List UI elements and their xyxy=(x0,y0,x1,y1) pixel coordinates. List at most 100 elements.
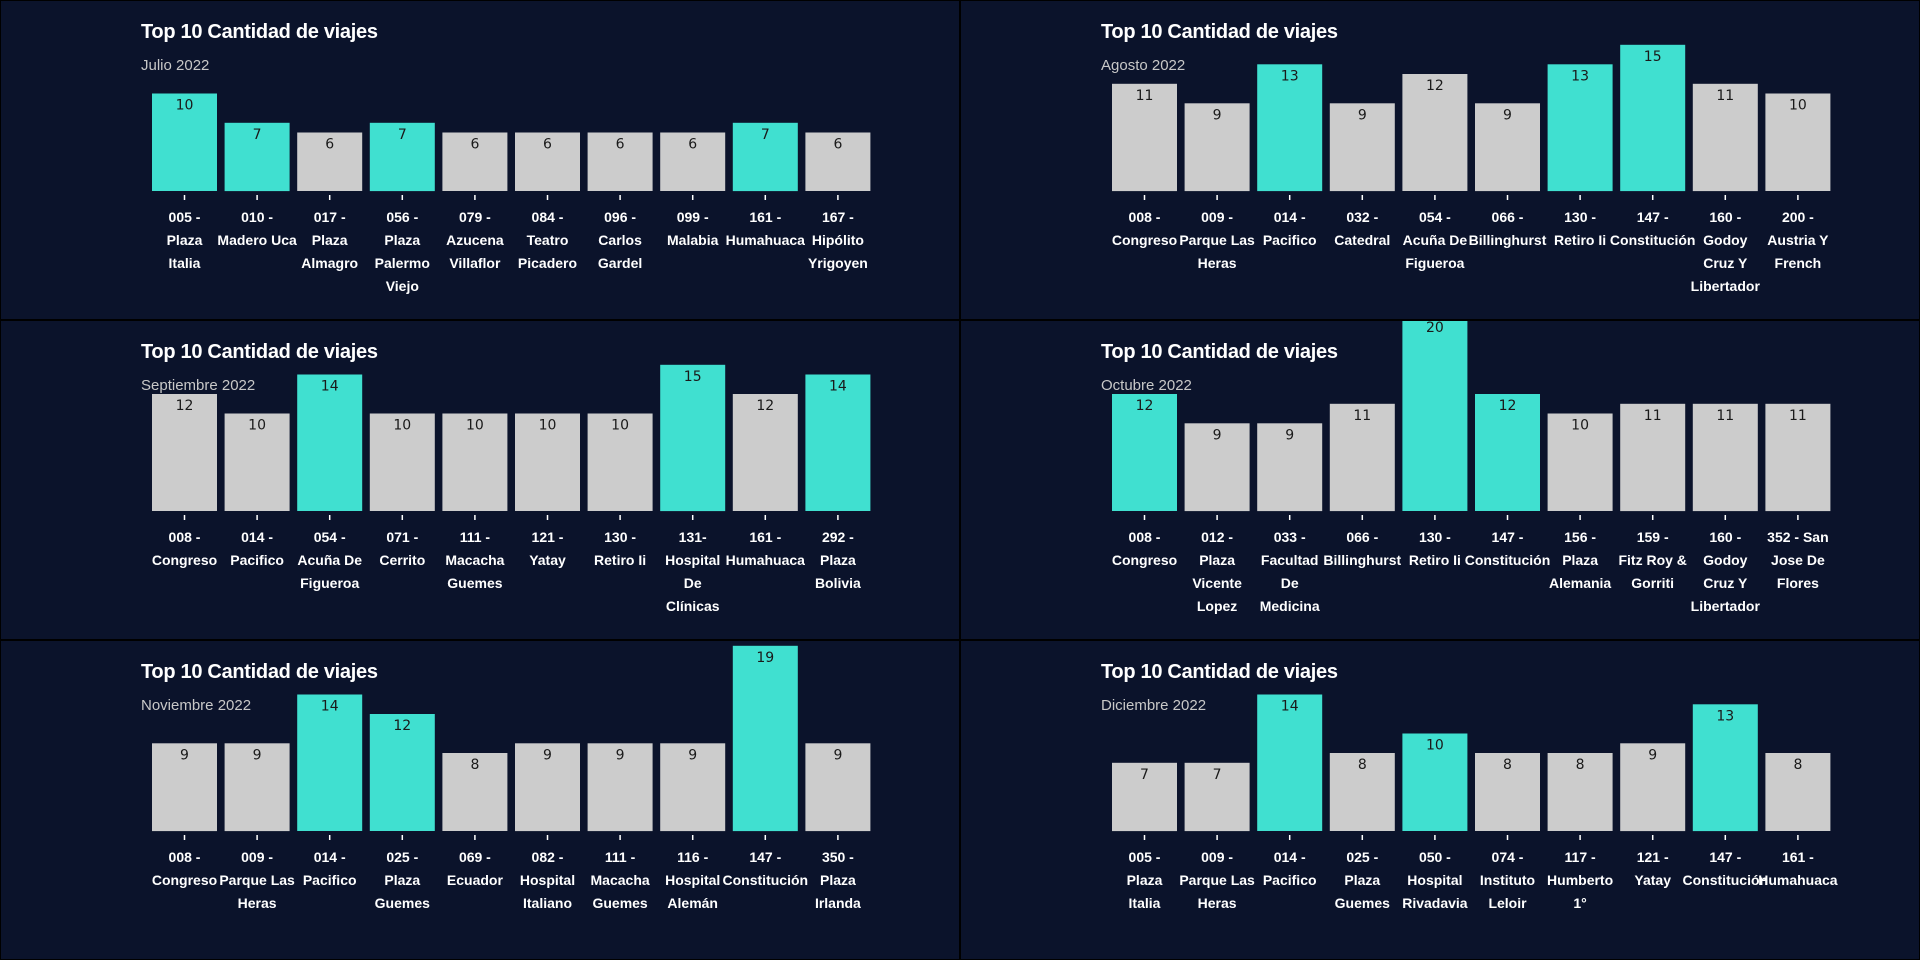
data-label: 8 xyxy=(1793,757,1802,773)
x-tick-label: 025 -Plaza Guemes xyxy=(375,849,430,911)
x-tick-label: 014 -Pacifico xyxy=(303,849,357,888)
chart-panel: Top 10 Cantidad de viajes Octubre 2022 12 0… xyxy=(960,320,1920,640)
bar xyxy=(515,743,580,832)
data-label: 6 xyxy=(543,137,552,153)
bar xyxy=(660,132,726,191)
data-label: 6 xyxy=(616,137,625,153)
x-tick-label: 079 -Azucena Villaflor xyxy=(446,209,504,271)
data-label: 12 xyxy=(176,398,194,414)
bar xyxy=(1475,753,1540,831)
data-label: 7 xyxy=(761,127,770,143)
bar xyxy=(587,132,653,191)
bar xyxy=(1329,753,1395,831)
data-label: 8 xyxy=(470,757,479,773)
x-tick-label: 025 -Plaza Guemes xyxy=(1335,849,1390,911)
x-tick-label: 167 -Hipólito Yrigoyen xyxy=(808,209,868,271)
x-tick-label: 009 -Parque Las Heras xyxy=(1179,849,1255,911)
data-label: 13 xyxy=(1716,708,1734,724)
chart-subtitle: Octubre 2022 xyxy=(1101,377,1192,394)
data-label: 9 xyxy=(180,747,189,763)
data-label: 6 xyxy=(470,137,479,153)
x-tick-label: 071 -Cerrito xyxy=(379,529,425,568)
bar xyxy=(732,122,798,192)
data-label: 9 xyxy=(1358,107,1367,123)
x-tick-label: 160 -Godoy Cruz Y Libertador xyxy=(1691,209,1761,294)
bar xyxy=(1402,321,1468,511)
x-tick-label: 069 -Ecuador xyxy=(447,849,504,888)
x-tick-label: 017 -Plaza Almagro xyxy=(301,209,358,271)
data-label: 10 xyxy=(248,418,266,434)
bar xyxy=(805,743,871,832)
data-label: 10 xyxy=(393,418,411,434)
bar xyxy=(1765,93,1831,191)
data-label: 8 xyxy=(1358,757,1367,773)
bar xyxy=(587,413,653,511)
bar xyxy=(297,694,363,831)
x-tick-label: 121 -Yatay xyxy=(529,529,566,568)
data-label: 6 xyxy=(833,137,842,153)
bar xyxy=(442,132,508,191)
x-tick-label: 056 -Plaza Palermo Viejo xyxy=(375,209,430,294)
data-label: 10 xyxy=(611,418,629,434)
bar xyxy=(152,93,217,191)
chart-title: Top 10 Cantidad de viajes xyxy=(141,21,378,43)
data-label: 15 xyxy=(684,369,702,385)
data-label: 15 xyxy=(1644,49,1662,65)
data-label: 7 xyxy=(398,127,407,143)
data-label: 12 xyxy=(1499,398,1517,414)
chart-panel: Top 10 Cantidad de viajes Noviembre 2022 9… xyxy=(0,640,960,960)
data-label: 10 xyxy=(1789,98,1807,114)
bar xyxy=(297,374,363,511)
data-label: 11 xyxy=(1789,408,1807,424)
data-label: 14 xyxy=(321,699,339,715)
chart-panel: Top 10 Cantidad de viajes Septiembre 2022… xyxy=(0,320,960,640)
x-tick-label: 117 -Humberto 1° xyxy=(1547,849,1613,911)
x-tick-label: 147 -Constitución xyxy=(723,849,809,888)
chart-subtitle: Julio 2022 xyxy=(141,57,210,74)
bar xyxy=(224,743,290,832)
data-label: 11 xyxy=(1644,408,1662,424)
bar xyxy=(1547,753,1613,831)
chart-subtitle: Noviembre 2022 xyxy=(141,697,252,714)
bar xyxy=(1329,403,1395,512)
data-label: 13 xyxy=(1571,68,1589,84)
x-tick-label: 200 -Austria Y French xyxy=(1767,209,1829,271)
data-label: 11 xyxy=(1136,88,1154,104)
x-tick-label: 032 -Catedral xyxy=(1334,209,1390,248)
x-tick-label: 082 -Hospital Italiano xyxy=(520,849,575,911)
bar xyxy=(1257,423,1323,512)
data-label: 9 xyxy=(1213,427,1222,443)
data-label: 14 xyxy=(1281,699,1299,715)
bar xyxy=(1620,743,1686,832)
x-tick-label: 008 -Congreso xyxy=(152,849,217,888)
bar xyxy=(1475,394,1540,511)
chart-panel: Top 10 Cantidad de viajes Diciembre 2022 7… xyxy=(960,640,1920,960)
bar xyxy=(1547,413,1613,511)
chart-subtitle: Agosto 2022 xyxy=(1101,57,1186,74)
data-label: 6 xyxy=(688,137,697,153)
x-tick-label: 009 -Parque Las Heras xyxy=(1179,209,1255,271)
x-tick-label: 054 -Acuña De Figueroa xyxy=(297,529,362,591)
x-tick-label: 074 -Instituto Leloir xyxy=(1480,849,1535,911)
data-label: 14 xyxy=(321,379,339,395)
x-tick-label: 096 -Carlos Gardel xyxy=(598,209,642,271)
data-label: 8 xyxy=(1576,757,1585,773)
bar xyxy=(1112,762,1177,832)
bar xyxy=(1112,83,1177,192)
bar xyxy=(1692,403,1758,512)
bar xyxy=(442,413,508,511)
chart-title: Top 10 Cantidad de viajes xyxy=(141,341,378,363)
bar xyxy=(1765,753,1831,831)
data-label: 14 xyxy=(829,379,847,395)
bar xyxy=(1620,403,1686,512)
bar xyxy=(1692,704,1758,832)
chart-subtitle: Diciembre 2022 xyxy=(1101,697,1207,714)
bar xyxy=(805,374,871,511)
bar xyxy=(587,743,653,832)
x-tick-label: 010 -Madero Uca xyxy=(217,209,297,248)
bar xyxy=(1257,64,1323,192)
data-label: 12 xyxy=(1136,398,1154,414)
bar xyxy=(1257,694,1323,831)
bar xyxy=(1184,423,1250,512)
